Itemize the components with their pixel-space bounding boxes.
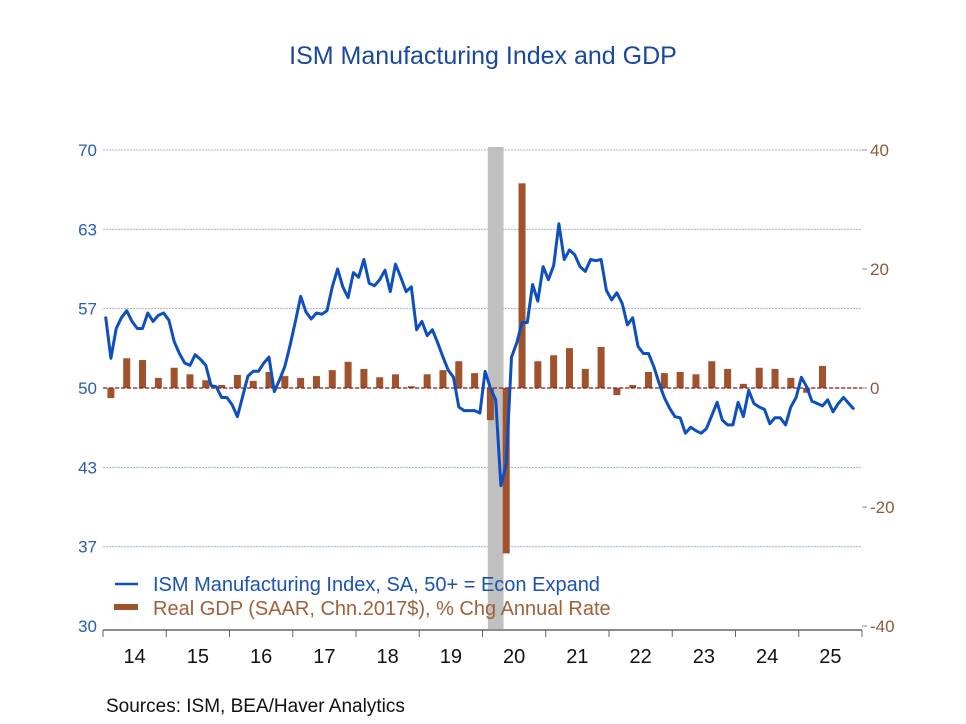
gdp-bar: [186, 374, 194, 388]
gdp-bar: [123, 358, 131, 388]
gdp-bar: [154, 377, 162, 388]
gdp-bar: [613, 388, 621, 396]
left-tick-label: 43: [78, 458, 97, 477]
gdp-bar: [708, 361, 716, 388]
gdp-bar: [755, 367, 763, 388]
gdp-bar: [518, 183, 526, 388]
gdp-bar: [692, 374, 700, 388]
gdp-bar: [392, 374, 400, 388]
gdp-bar: [233, 374, 241, 388]
gdp-bar: [107, 388, 115, 399]
chart-title: ISM Manufacturing Index and GDP: [289, 42, 677, 70]
gdp-bar: [676, 371, 684, 388]
gdp-bar: [629, 385, 637, 388]
x-tick-label: 20: [503, 646, 525, 668]
gdp-bar: [376, 377, 384, 388]
legend-bar-icon: [114, 604, 138, 610]
x-tick-label: 16: [250, 646, 272, 668]
sources-note: Sources: ISM, BEA/Haver Analytics: [106, 696, 405, 717]
gdp-bar: [218, 385, 226, 388]
left-tick-label: 57: [78, 300, 97, 319]
gdp-bar: [281, 376, 289, 388]
right-tick-label: 20: [870, 260, 889, 279]
gdp-bar: [597, 346, 605, 388]
gdp-bar: [423, 374, 431, 388]
gdp-bar: [439, 370, 447, 388]
left-tick-label: 30: [78, 617, 97, 636]
gdp-bar: [660, 373, 668, 388]
legend-ism-label: ISM Manufacturing Index, SA, 50+ = Econ …: [153, 574, 600, 596]
x-tick-label: 23: [693, 646, 715, 668]
gdp-bar: [581, 368, 589, 388]
gdp-bar: [739, 383, 747, 388]
x-tick-label: 17: [313, 646, 335, 668]
gdp-bar: [550, 355, 558, 388]
gdp-bar: [534, 361, 542, 388]
gdp-bar: [787, 377, 795, 388]
legend-gdp-label: Real GDP (SAAR, Chn.2017$), % Chg Annual…: [153, 598, 611, 620]
gdp-bar: [486, 388, 494, 421]
gdp-bar: [312, 376, 320, 388]
gdp-bar: [249, 380, 257, 388]
x-tick-label: 21: [566, 646, 588, 668]
gdp-bar: [502, 388, 510, 554]
x-tick-label: 22: [630, 646, 652, 668]
gdp-bar: [455, 361, 463, 388]
gdp-bar: [344, 361, 352, 388]
gdp-bar: [360, 368, 368, 388]
left-tick-label: 37: [78, 538, 97, 557]
right-tick-label: 40: [870, 141, 889, 160]
x-tick-label: 15: [187, 646, 209, 668]
right-tick-label: -40: [870, 617, 895, 636]
gdp-bar: [471, 373, 479, 388]
gdp-bar: [328, 370, 336, 388]
x-tick-label: 25: [819, 646, 841, 668]
left-tick-label: 63: [78, 220, 97, 239]
gdp-bar: [265, 371, 273, 388]
right-tick-label: -20: [870, 498, 895, 517]
left-tick-label: 70: [78, 141, 97, 160]
gdp-bar: [297, 377, 305, 388]
gdp-bar: [170, 367, 178, 388]
x-tick-label: 24: [756, 646, 778, 668]
gdp-bar: [202, 380, 210, 388]
x-tick-label: 18: [377, 646, 399, 668]
gdp-bar: [818, 365, 826, 388]
gdp-bar: [724, 368, 732, 388]
gdp-bar: [565, 348, 573, 388]
gdp-bar: [139, 360, 147, 388]
gdp-bar: [407, 386, 415, 388]
right-tick-label: 0: [870, 379, 879, 398]
gdp-bar: [645, 371, 653, 388]
left-tick-label: 50: [78, 379, 97, 398]
x-tick-label: 19: [440, 646, 462, 668]
ism-line: [104, 222, 856, 488]
gdp-bar: [771, 368, 779, 388]
x-tick-label: 14: [124, 646, 146, 668]
